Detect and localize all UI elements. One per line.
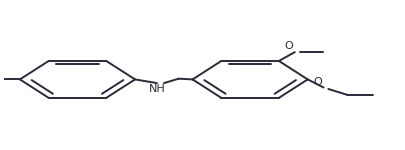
- Text: NH: NH: [149, 84, 165, 94]
- Text: O: O: [285, 41, 294, 51]
- Text: O: O: [313, 77, 322, 87]
